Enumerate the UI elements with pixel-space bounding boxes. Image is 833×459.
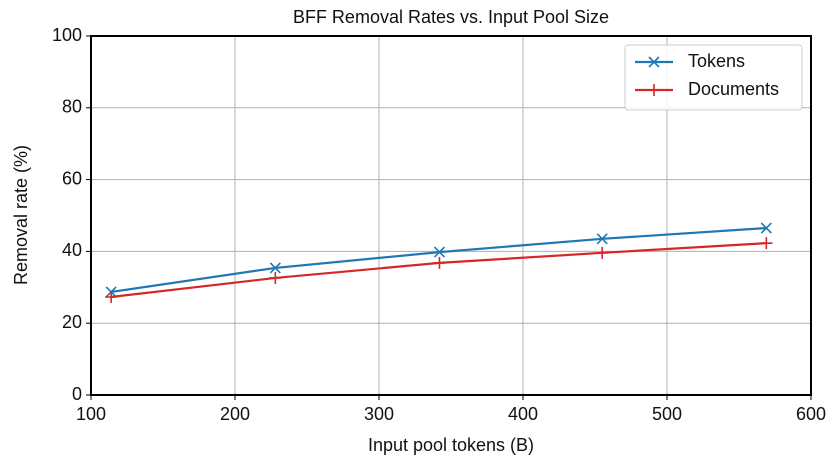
y-tick-label: 0 xyxy=(72,384,82,404)
y-tick-label: 20 xyxy=(62,312,82,332)
plot-frame xyxy=(90,35,812,396)
marker xyxy=(269,271,282,284)
x-axis-label: Input pool tokens (B) xyxy=(368,435,534,455)
legend-label: Documents xyxy=(688,79,779,99)
y-tick-label: 100 xyxy=(52,25,82,45)
marker xyxy=(596,233,608,245)
marker xyxy=(760,222,772,234)
marker xyxy=(760,237,773,250)
x-tick-label: 400 xyxy=(508,404,538,424)
legend-label: Tokens xyxy=(688,51,745,71)
y-tick-label: 60 xyxy=(62,168,82,188)
marker xyxy=(269,262,281,274)
legend-marker xyxy=(648,56,660,68)
x-tick-label: 200 xyxy=(220,404,250,424)
chart-title: BFF Removal Rates vs. Input Pool Size xyxy=(293,7,609,27)
y-axis-label: Removal rate (%) xyxy=(11,145,31,285)
y-tick-label: 40 xyxy=(62,240,82,260)
marker xyxy=(433,256,446,269)
legend-marker xyxy=(648,84,660,96)
x-tick-label: 600 xyxy=(796,404,826,424)
y-tick-label: 80 xyxy=(62,97,82,117)
marker xyxy=(105,290,118,303)
marker xyxy=(433,246,446,258)
x-tick-label: 300 xyxy=(364,404,394,424)
x-tick-label: 500 xyxy=(652,404,682,424)
marker xyxy=(596,246,609,259)
x-tick-label: 100 xyxy=(76,404,106,424)
